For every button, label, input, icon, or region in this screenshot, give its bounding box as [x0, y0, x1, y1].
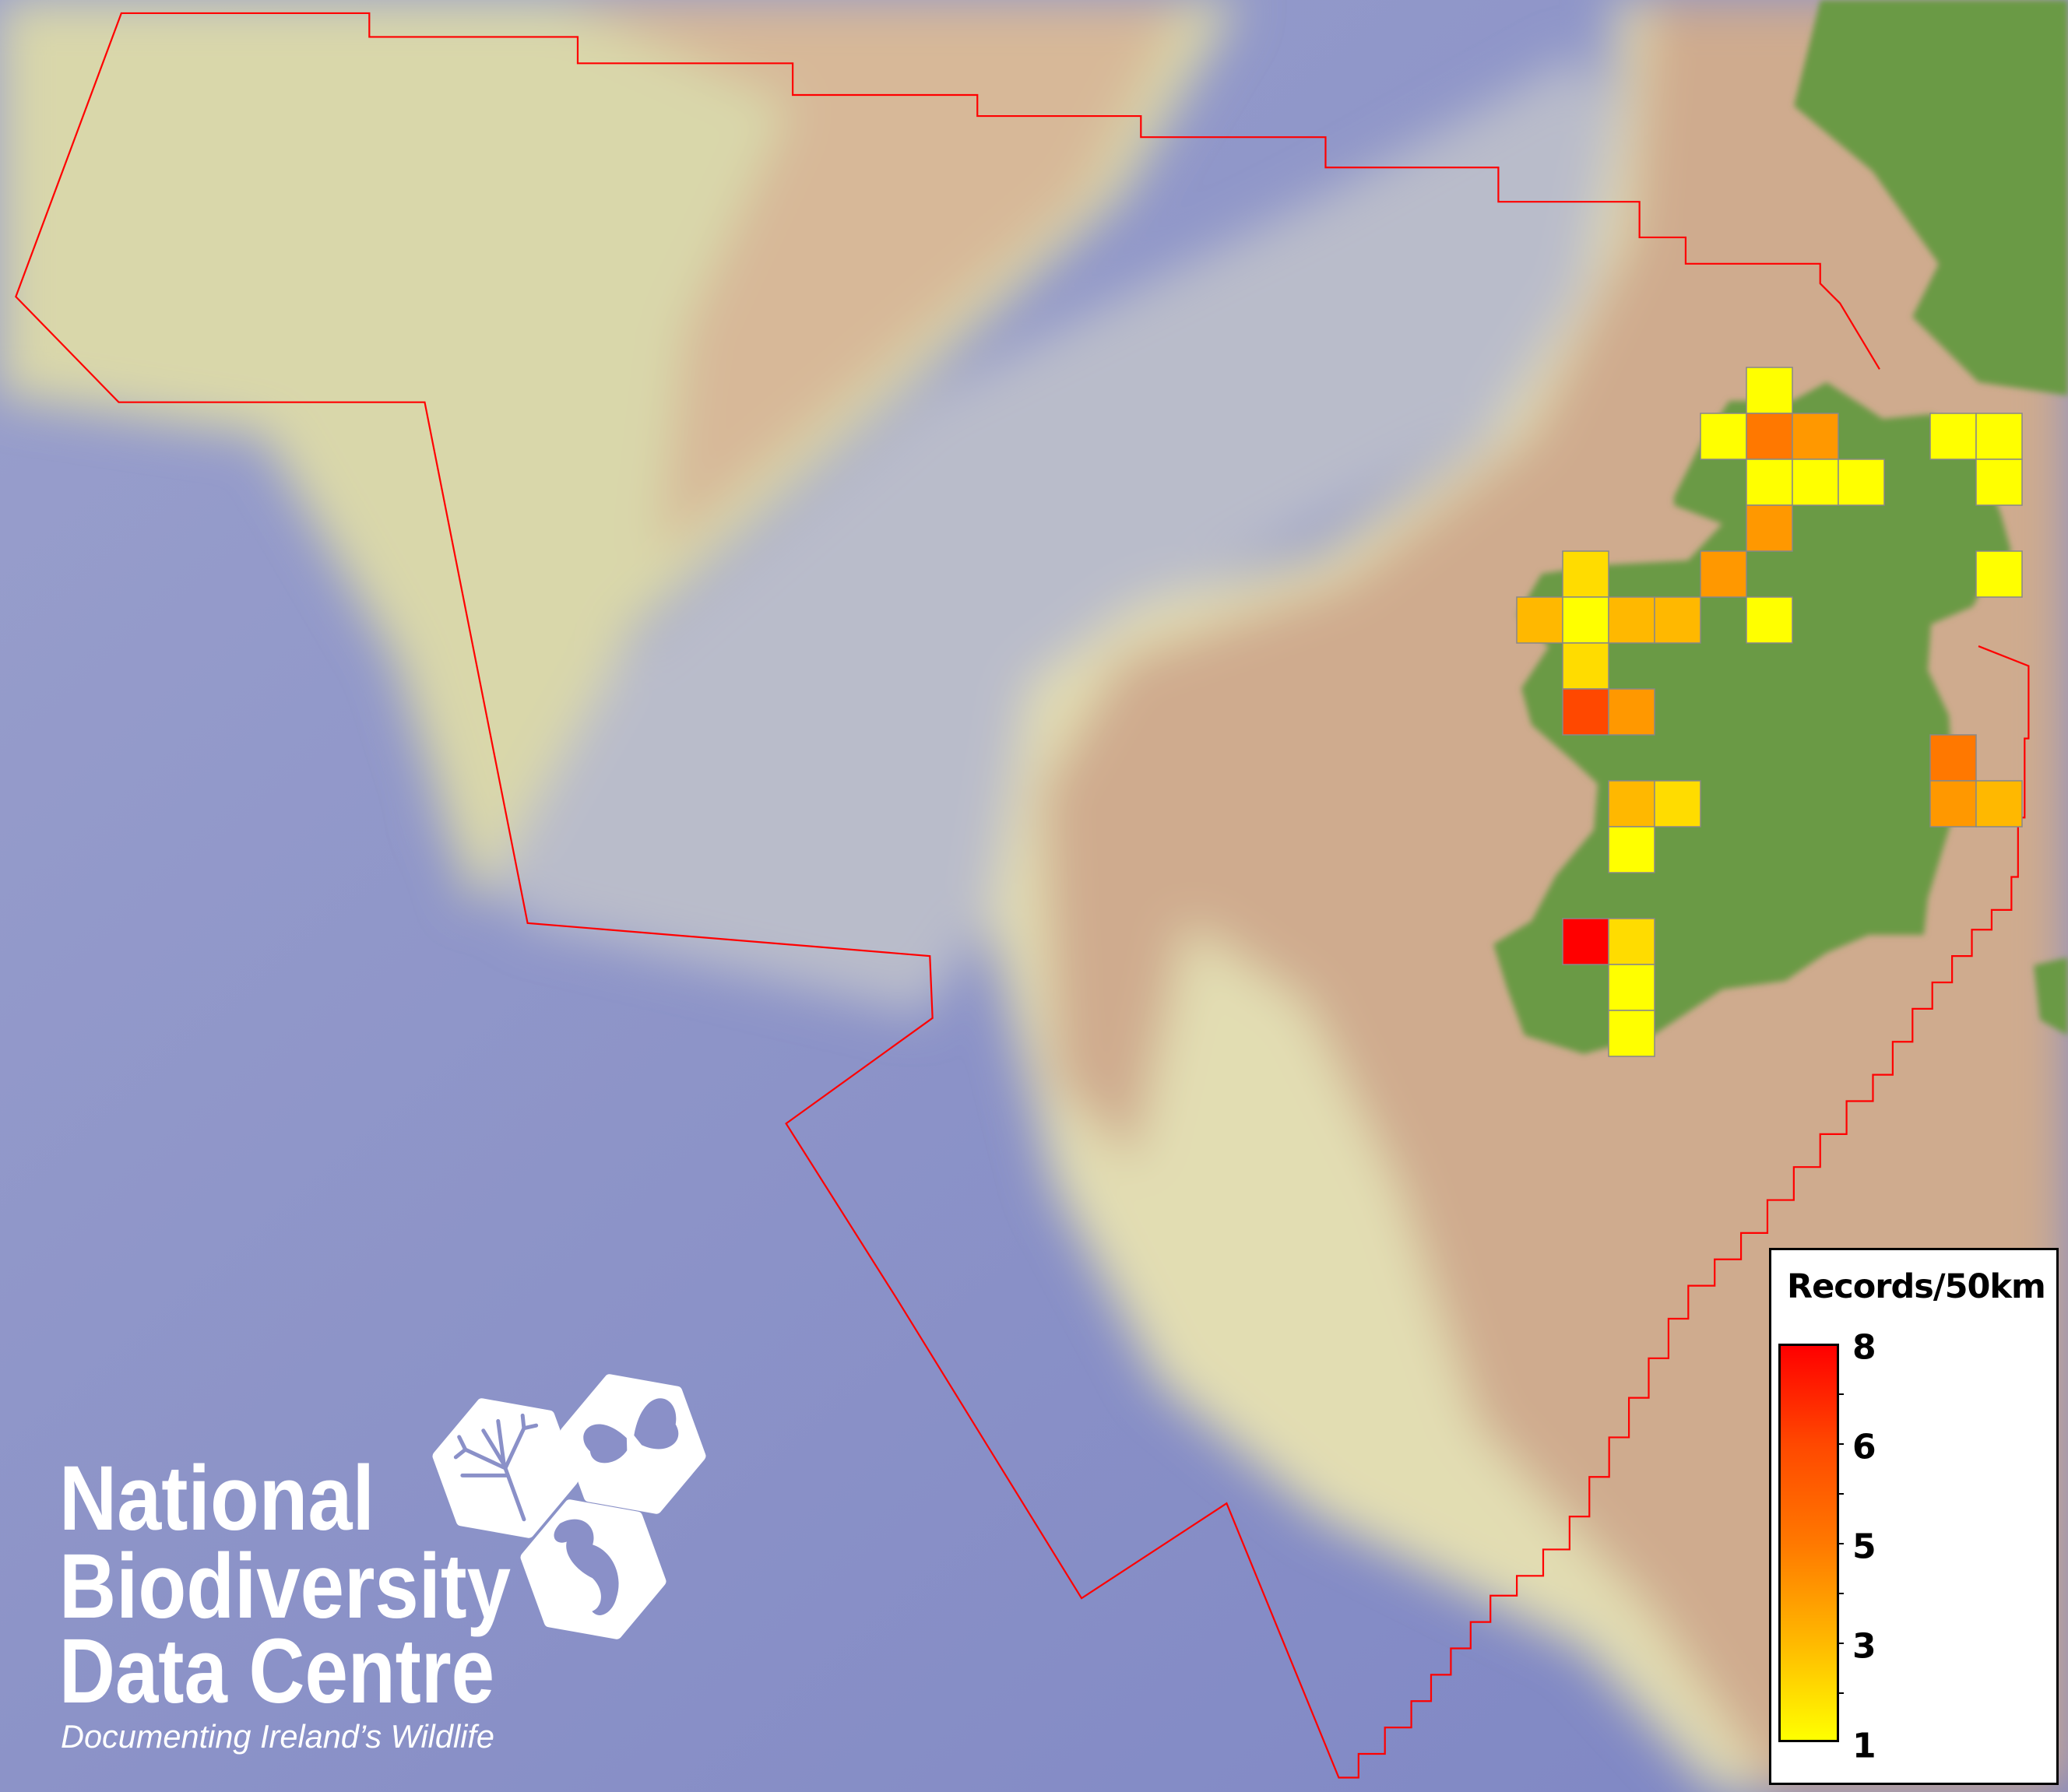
tree-hexagon-icon: [432, 1398, 579, 1538]
grid-cell[interactable]: [1975, 413, 2023, 460]
grid-cell[interactable]: [1792, 459, 1839, 506]
grid-cell[interactable]: [1975, 550, 2023, 598]
grid-cell[interactable]: [1608, 780, 1655, 827]
grid-cell[interactable]: [1654, 780, 1701, 827]
grid-cell[interactable]: [1746, 367, 1793, 414]
grid-cell[interactable]: [1608, 918, 1655, 965]
grid-cell[interactable]: [1746, 413, 1793, 460]
legend-bar-tick: [1839, 1643, 1844, 1644]
grid-cell[interactable]: [1562, 596, 1609, 644]
legend-label-8: 8: [1852, 1327, 1876, 1368]
grid-cell[interactable]: [1700, 550, 1747, 598]
seahorse-hexagon-icon: [520, 1499, 666, 1639]
grid-cell[interactable]: [1562, 550, 1609, 598]
legend-bar-tick: [1839, 1692, 1844, 1694]
northern-bank-core: [554, 0, 1187, 554]
grid-cell[interactable]: [1929, 734, 1977, 782]
legend-label-1: 1: [1852, 1726, 1876, 1766]
grid-cell[interactable]: [1608, 964, 1655, 1011]
legend-bar-tick: [1839, 1543, 1844, 1544]
legend-color-bar: [1778, 1344, 1839, 1742]
grid-cell[interactable]: [1929, 413, 1977, 460]
legend-bar-tick: [1839, 1593, 1844, 1594]
rockall-trough: [435, 52, 1662, 1016]
ireland-landmass: [1493, 382, 2011, 1054]
legend-label-5: 5: [1852, 1527, 1876, 1567]
grid-cell[interactable]: [1516, 596, 1563, 644]
legend-bar-tick: [1839, 1393, 1844, 1395]
legend-bar-tick: [1839, 1443, 1844, 1445]
grid-cell[interactable]: [1975, 780, 2023, 827]
grid-cell[interactable]: [1746, 504, 1793, 552]
eez-boundary-line: [15, 12, 2030, 1779]
grid-cell[interactable]: [1792, 413, 1839, 460]
legend-label-3: 3: [1852, 1626, 1876, 1667]
grid-cell[interactable]: [1838, 459, 1885, 506]
logo-line-national: National: [59, 1447, 375, 1550]
grid-cell[interactable]: [1929, 780, 1977, 827]
wales-landmass: [2034, 957, 2068, 1035]
grid-cell[interactable]: [1562, 688, 1609, 736]
grid-cell[interactable]: [1608, 1010, 1655, 1057]
legend-title: Records/50km: [1787, 1267, 2046, 1306]
scotland-landmass: [1794, 0, 2068, 395]
butterfly-hexagon-icon: [560, 1374, 706, 1514]
legend-bar-tick: [1839, 1493, 1844, 1495]
grid-cell[interactable]: [1700, 413, 1747, 460]
grid-cell[interactable]: [1975, 459, 2023, 506]
grid-cell[interactable]: [1608, 826, 1655, 873]
legend-label-6: 6: [1852, 1427, 1876, 1467]
records-grid: [1516, 367, 2023, 1057]
grid-cell[interactable]: [1746, 596, 1793, 644]
grid-cell[interactable]: [1562, 642, 1609, 690]
logo-line-biodiversity: Biodiversity: [59, 1535, 511, 1638]
logo-line-data-centre: Data Centre: [59, 1620, 494, 1723]
grid-cell[interactable]: [1562, 918, 1609, 965]
legend: Records/50km 8 6 5 3 1: [1769, 1248, 2059, 1785]
grid-cell[interactable]: [1608, 688, 1655, 736]
ndbc-logo: National Biodiversity Data Centre Docume…: [59, 1374, 706, 1755]
grid-cell[interactable]: [1608, 596, 1655, 644]
grid-cell[interactable]: [1654, 596, 1701, 644]
grid-cell[interactable]: [1746, 459, 1793, 506]
logo-tagline: Documenting Ireland’s Wildlife: [61, 1718, 494, 1755]
